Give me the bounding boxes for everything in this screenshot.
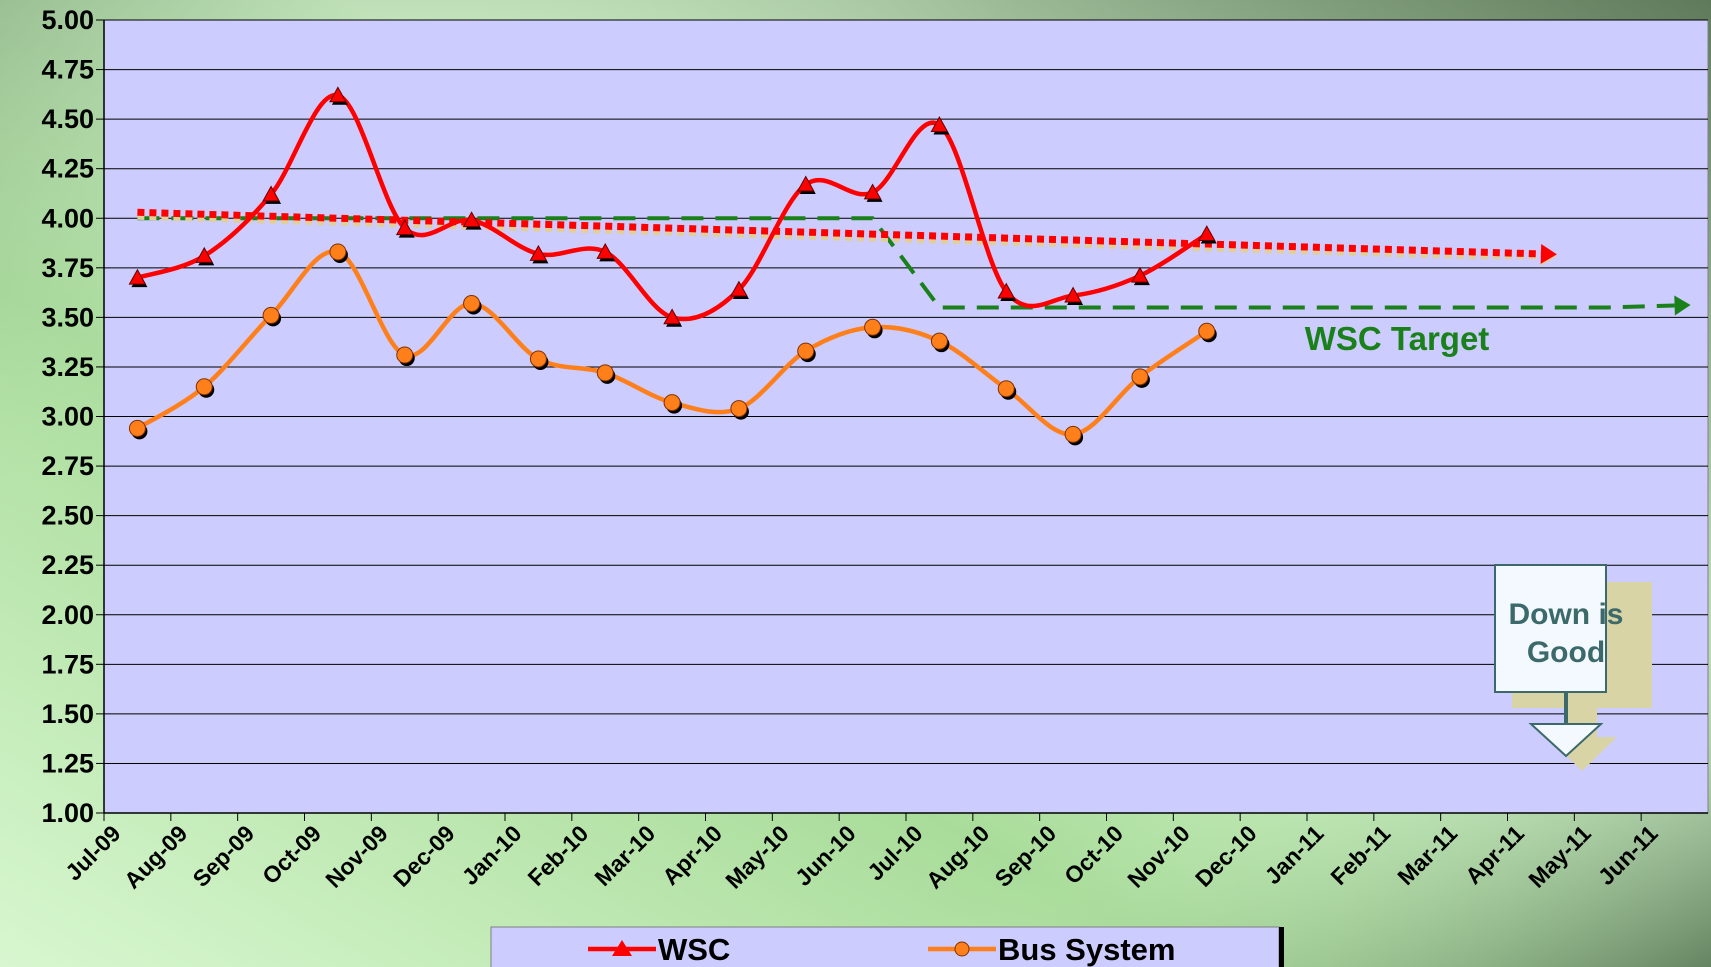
- marker: [329, 243, 347, 261]
- marker: [195, 378, 213, 396]
- marker: [128, 419, 146, 437]
- reference-label: WSC Target: [1305, 320, 1490, 357]
- callout: Down is Good: [1494, 564, 1652, 771]
- marker: [930, 332, 948, 350]
- marker: [262, 306, 280, 324]
- y-tick-label: 5.00: [41, 5, 94, 35]
- marker: [997, 282, 1016, 299]
- marker: [797, 342, 815, 360]
- y-tick-label: 1.25: [41, 748, 94, 778]
- marker: [195, 246, 214, 263]
- marker: [596, 242, 615, 259]
- y-tick-label: 1.50: [41, 699, 94, 729]
- y-tick-label: 1.00: [41, 798, 94, 828]
- marker: [329, 86, 347, 103]
- callout-box: [1494, 564, 1607, 758]
- y-tick-label: 4.75: [41, 55, 94, 85]
- marker: [1131, 266, 1149, 283]
- y-tick-label: 2.75: [41, 451, 94, 481]
- legend-box: [490, 926, 1280, 967]
- y-tick-label: 2.50: [41, 501, 94, 531]
- marker: [930, 116, 949, 132]
- marker: [864, 318, 882, 336]
- marker: [396, 346, 414, 364]
- callout-text: Down is: [1508, 598, 1623, 631]
- y-tick-label: 4.25: [41, 154, 94, 184]
- marker: [462, 211, 481, 228]
- marker: [1131, 368, 1149, 386]
- legend-label: Bus System: [998, 932, 1175, 967]
- legend-shadow: [1279, 927, 1284, 967]
- y-tick-label: 2.25: [41, 550, 94, 580]
- y-tick-label: 3.00: [41, 402, 94, 432]
- marker: [730, 400, 748, 418]
- marker: [663, 308, 681, 325]
- marker: [596, 364, 614, 382]
- marker: [463, 294, 481, 312]
- y-tick-label: 3.25: [41, 352, 94, 382]
- reference-line: [137, 208, 1542, 258]
- marker: [1198, 322, 1216, 340]
- y-tick-label: 2.00: [41, 600, 94, 630]
- reference-arrow: [1674, 295, 1691, 316]
- marker: [1197, 225, 1216, 242]
- marker: [1064, 425, 1082, 443]
- y-tick-label: 4.00: [41, 203, 94, 233]
- legend-marker: [612, 940, 632, 956]
- reference-line: [137, 212, 1541, 260]
- marker: [128, 268, 147, 285]
- y-tick-label: 3.50: [41, 302, 94, 332]
- y-tick-label: 1.75: [41, 649, 94, 679]
- legend-marker: [954, 941, 970, 957]
- reference-arrow: [1540, 243, 1557, 264]
- marker: [796, 175, 815, 192]
- marker: [262, 185, 280, 202]
- marker: [1064, 286, 1082, 303]
- marker: [529, 244, 548, 261]
- y-tick-label: 3.75: [41, 253, 94, 283]
- marker: [395, 219, 414, 236]
- marker: [730, 280, 748, 297]
- marker: [663, 394, 681, 412]
- marker: [529, 350, 547, 368]
- callout-text: Good: [1527, 636, 1605, 669]
- series-line: [136, 249, 1209, 437]
- marker: [997, 380, 1015, 398]
- legend-label: WSC: [658, 932, 730, 967]
- y-tick-label: 4.50: [41, 104, 94, 134]
- marker: [863, 183, 882, 200]
